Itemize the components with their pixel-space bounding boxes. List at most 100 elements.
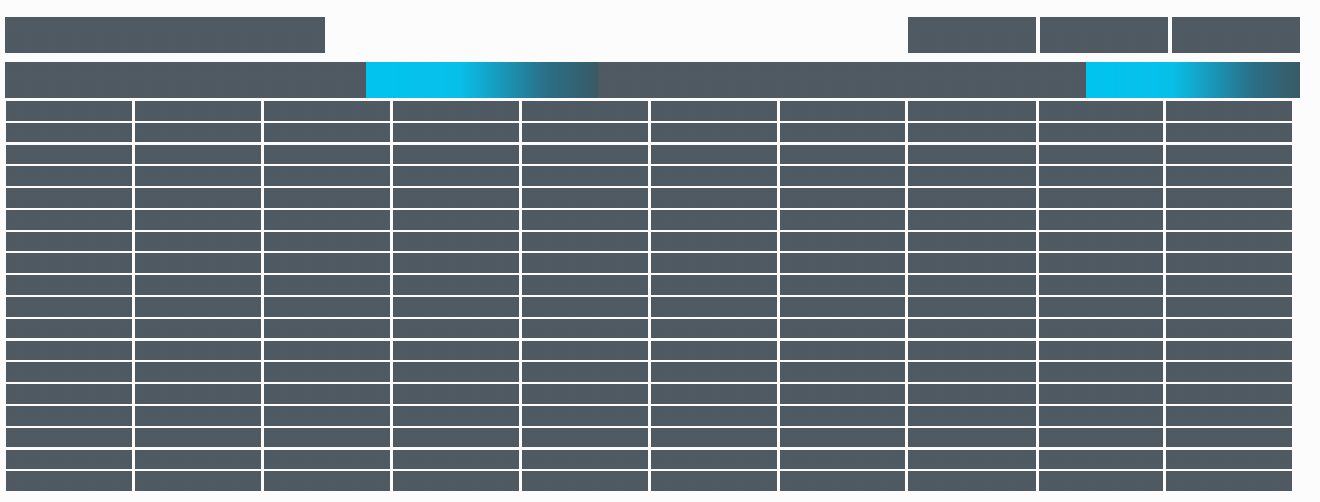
table-cell <box>522 166 648 186</box>
table-cell <box>780 122 905 143</box>
table-cell <box>522 449 648 470</box>
table-cell <box>522 362 648 382</box>
table-row[interactable] <box>6 144 1300 165</box>
table-cell <box>780 384 905 404</box>
table-cell <box>1166 209 1292 230</box>
table-cell <box>6 471 132 491</box>
table-cell <box>1166 166 1292 186</box>
table-cell <box>1166 144 1292 165</box>
table-cell <box>651 122 777 143</box>
header-action-button-2[interactable] <box>1040 17 1168 53</box>
table-cell <box>135 318 261 339</box>
table-cell <box>1166 384 1292 404</box>
table-cell <box>908 275 1036 295</box>
table-row[interactable] <box>6 471 1300 491</box>
table-cell <box>1039 253 1163 274</box>
toolbar-highlight-tab-2[interactable] <box>1086 62 1300 98</box>
table-cell <box>908 471 1036 491</box>
table-row[interactable] <box>6 275 1300 295</box>
table-cell <box>393 427 519 448</box>
header-action-button-1[interactable] <box>908 17 1036 53</box>
data-grid <box>6 101 1300 493</box>
table-cell <box>393 275 519 295</box>
toolbar-segment-1 <box>5 62 366 98</box>
table-cell <box>522 275 648 295</box>
table-cell <box>264 188 390 208</box>
table-cell <box>522 318 648 339</box>
table-cell <box>1166 297 1292 317</box>
table-cell <box>6 209 132 230</box>
table-row[interactable] <box>6 362 1300 382</box>
table-cell <box>908 318 1036 339</box>
table-cell <box>1039 231 1163 252</box>
table-cell <box>651 144 777 165</box>
table-cell <box>135 101 261 121</box>
table-cell <box>6 427 132 448</box>
header-bar <box>5 17 1300 53</box>
table-cell <box>393 449 519 470</box>
table-row[interactable] <box>6 449 1300 470</box>
table-cell <box>6 449 132 470</box>
table-cell <box>135 188 261 208</box>
table-cell <box>651 384 777 404</box>
table-row[interactable] <box>6 384 1300 404</box>
table-row[interactable] <box>6 166 1300 186</box>
table-cell <box>393 405 519 426</box>
header-action-button-3[interactable] <box>1172 17 1300 53</box>
table-cell <box>6 340 132 361</box>
table-cell <box>780 144 905 165</box>
table-cell <box>651 231 777 252</box>
table-cell <box>780 209 905 230</box>
table-cell <box>1166 122 1292 143</box>
table-cell <box>522 297 648 317</box>
table-cell <box>393 166 519 186</box>
table-cell <box>908 188 1036 208</box>
table-cell <box>908 122 1036 143</box>
table-cell <box>522 101 648 121</box>
table-row[interactable] <box>6 231 1300 252</box>
table-cell <box>264 166 390 186</box>
table-cell <box>908 209 1036 230</box>
table-cell <box>135 340 261 361</box>
table-cell <box>393 231 519 252</box>
table-row[interactable] <box>6 209 1300 230</box>
table-cell <box>264 209 390 230</box>
table-cell <box>6 101 132 121</box>
table-cell <box>393 101 519 121</box>
table-cell <box>393 318 519 339</box>
table-row[interactable] <box>6 405 1300 426</box>
table-row[interactable] <box>6 101 1300 121</box>
table-cell <box>651 471 777 491</box>
table-cell <box>1166 340 1292 361</box>
table-cell <box>135 471 261 491</box>
table-cell <box>651 253 777 274</box>
table-cell <box>1166 449 1292 470</box>
table-cell <box>264 122 390 143</box>
table-cell <box>135 362 261 382</box>
table-cell <box>264 405 390 426</box>
table-cell <box>264 427 390 448</box>
table-cell <box>522 231 648 252</box>
table-cell <box>6 144 132 165</box>
table-row[interactable] <box>6 427 1300 448</box>
table-cell <box>6 253 132 274</box>
table-row[interactable] <box>6 297 1300 317</box>
table-row[interactable] <box>6 253 1300 274</box>
table-cell <box>651 166 777 186</box>
table-cell <box>1166 253 1292 274</box>
table-row[interactable] <box>6 318 1300 339</box>
table-cell <box>651 209 777 230</box>
table-cell <box>6 384 132 404</box>
table-cell <box>908 405 1036 426</box>
table-row[interactable] <box>6 122 1300 143</box>
table-cell <box>1166 188 1292 208</box>
table-row[interactable] <box>6 188 1300 208</box>
table-cell <box>651 449 777 470</box>
table-cell <box>393 188 519 208</box>
toolbar-highlight-tab-1[interactable] <box>366 62 598 98</box>
table-cell <box>908 101 1036 121</box>
table-cell <box>1166 427 1292 448</box>
table-cell <box>135 122 261 143</box>
table-row[interactable] <box>6 340 1300 361</box>
table-cell <box>651 340 777 361</box>
